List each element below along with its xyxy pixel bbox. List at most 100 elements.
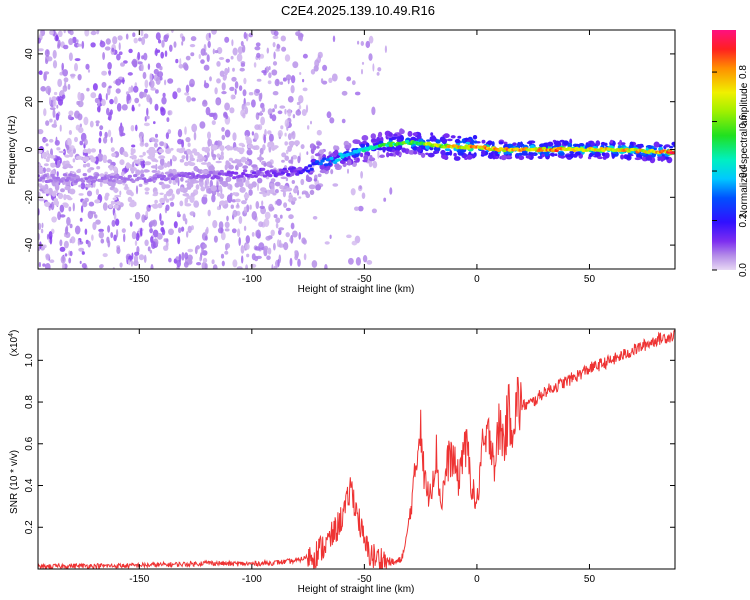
spectrogram-cell xyxy=(648,157,653,161)
spectrogram-cell xyxy=(44,201,50,207)
spectrogram-cell xyxy=(119,159,125,166)
spectrogram-cell xyxy=(487,154,494,160)
spectrogram-cell xyxy=(369,155,373,160)
spectrogram-cell xyxy=(208,32,211,38)
spectrogram-cell xyxy=(187,142,191,148)
spectrogram-cell xyxy=(242,112,246,119)
y-tick-label: 40 xyxy=(24,48,35,60)
spectrogram-cell xyxy=(85,184,92,188)
spectrogram-cell xyxy=(145,210,149,218)
spectrogram-cell xyxy=(52,60,58,69)
spectrogram-cell xyxy=(151,169,158,173)
spectrogram-cell xyxy=(116,247,121,254)
spectrogram-cell xyxy=(45,120,50,126)
spectrogram-cell xyxy=(117,35,123,41)
spectrogram-cell xyxy=(257,157,264,161)
spectrogram-cell xyxy=(228,164,234,170)
spectrogram-cell xyxy=(133,201,137,207)
spectrogram-cell xyxy=(347,168,349,174)
spectrogram-cell xyxy=(253,146,257,150)
spectrogram-cell xyxy=(137,61,143,65)
spectrogram-cell xyxy=(443,133,450,139)
y-tick-label: 20 xyxy=(24,96,35,108)
spectrogram-cell xyxy=(251,181,257,188)
spectrogram-cell xyxy=(94,199,101,204)
spectrogram-cell xyxy=(487,140,493,146)
spectrogram-cell xyxy=(159,76,163,81)
spectrogram-cell xyxy=(87,69,91,73)
spectrogram-cell xyxy=(213,235,218,243)
spectrogram-cell xyxy=(159,66,163,71)
spectrogram-cell xyxy=(287,96,294,103)
spectrogram-cell xyxy=(113,234,117,242)
spectrogram-cell xyxy=(236,202,239,208)
spectrogram-cell xyxy=(134,240,138,247)
spectrogram-cell xyxy=(274,104,278,109)
spectrogram-cell xyxy=(251,211,257,220)
spectrogram-cell xyxy=(51,169,56,175)
spectrogram-cell xyxy=(211,30,217,35)
spectrogram-cell xyxy=(130,125,135,132)
spectrogram-cell xyxy=(185,84,190,94)
spectrogram-cell xyxy=(265,235,272,241)
spectrogram-cell xyxy=(45,167,51,173)
spectrogram-cell xyxy=(255,229,261,239)
spectrogram-cell xyxy=(244,243,250,250)
spectrogram-cell xyxy=(128,164,133,169)
spectrogram-cell xyxy=(266,255,271,260)
spectrogram-cell xyxy=(297,108,300,112)
x-tick-label: 0 xyxy=(474,574,480,585)
spectrogram-cell xyxy=(408,150,415,155)
spectrogram-cell xyxy=(256,78,262,82)
spectrogram-ridge-cell xyxy=(89,176,95,180)
spectrogram-cell xyxy=(251,232,255,237)
spectrogram-cell xyxy=(293,187,298,194)
spectrogram-cell xyxy=(488,152,494,156)
spectrogram-cell xyxy=(163,238,167,242)
spectrogram-cell xyxy=(214,50,219,54)
spectrogram-cell xyxy=(72,158,76,163)
spectrogram-cell xyxy=(361,61,365,65)
spectrogram-cell xyxy=(77,43,82,47)
spectrogram-cell xyxy=(151,150,158,153)
spectrogram-cell xyxy=(109,166,113,171)
spectrogram-cell xyxy=(219,193,225,199)
spectrogram-cell xyxy=(168,257,172,263)
spectrogram-cell xyxy=(108,70,112,76)
spectrogram-cell xyxy=(45,85,52,95)
spectrogram-cell xyxy=(168,179,172,184)
spectrogram-cell xyxy=(224,67,229,76)
spectrogram-cell xyxy=(138,183,143,187)
spectrogram-cell xyxy=(150,204,157,208)
spectrogram-ridge-cell xyxy=(152,176,158,180)
spectrogram-cell xyxy=(116,103,122,112)
spectrogram-ridge-cell xyxy=(304,166,309,170)
snr-y-scale: (x104) xyxy=(8,330,20,357)
spectrogram-cell xyxy=(90,92,97,99)
spectrogram-cell xyxy=(68,52,73,61)
spectrogram-cell xyxy=(168,228,174,236)
spectrogram-cell xyxy=(144,187,150,192)
spectrogram-cell xyxy=(173,41,177,48)
spectrogram-ridge-cell xyxy=(318,162,323,166)
spectrogram-cell xyxy=(198,54,201,59)
spectrogram-ridge-cell xyxy=(127,174,132,178)
spectrogram-cell xyxy=(206,187,209,194)
spectrogram-cell xyxy=(329,117,335,124)
spectrogram-cell xyxy=(83,116,89,126)
spectrogram-cell xyxy=(102,253,108,258)
spectrogram-cell xyxy=(457,135,462,139)
spectrogram-cell xyxy=(204,235,208,241)
spectrogram-cell xyxy=(97,105,101,113)
spectrogram-cell xyxy=(43,163,49,167)
spectrogram-cell xyxy=(248,92,254,96)
spectrogram-cell xyxy=(165,241,169,248)
spectrogram-cell xyxy=(57,99,64,106)
spectrogram-cell xyxy=(107,116,110,120)
spectrogram-ridge-cell xyxy=(671,151,675,155)
spectrogram-cell xyxy=(388,132,393,137)
spectrogram-cell xyxy=(317,173,322,178)
spectrogram-cell xyxy=(77,168,81,172)
spectrogram-cell xyxy=(254,124,261,130)
spectrogram-cell xyxy=(156,72,160,77)
